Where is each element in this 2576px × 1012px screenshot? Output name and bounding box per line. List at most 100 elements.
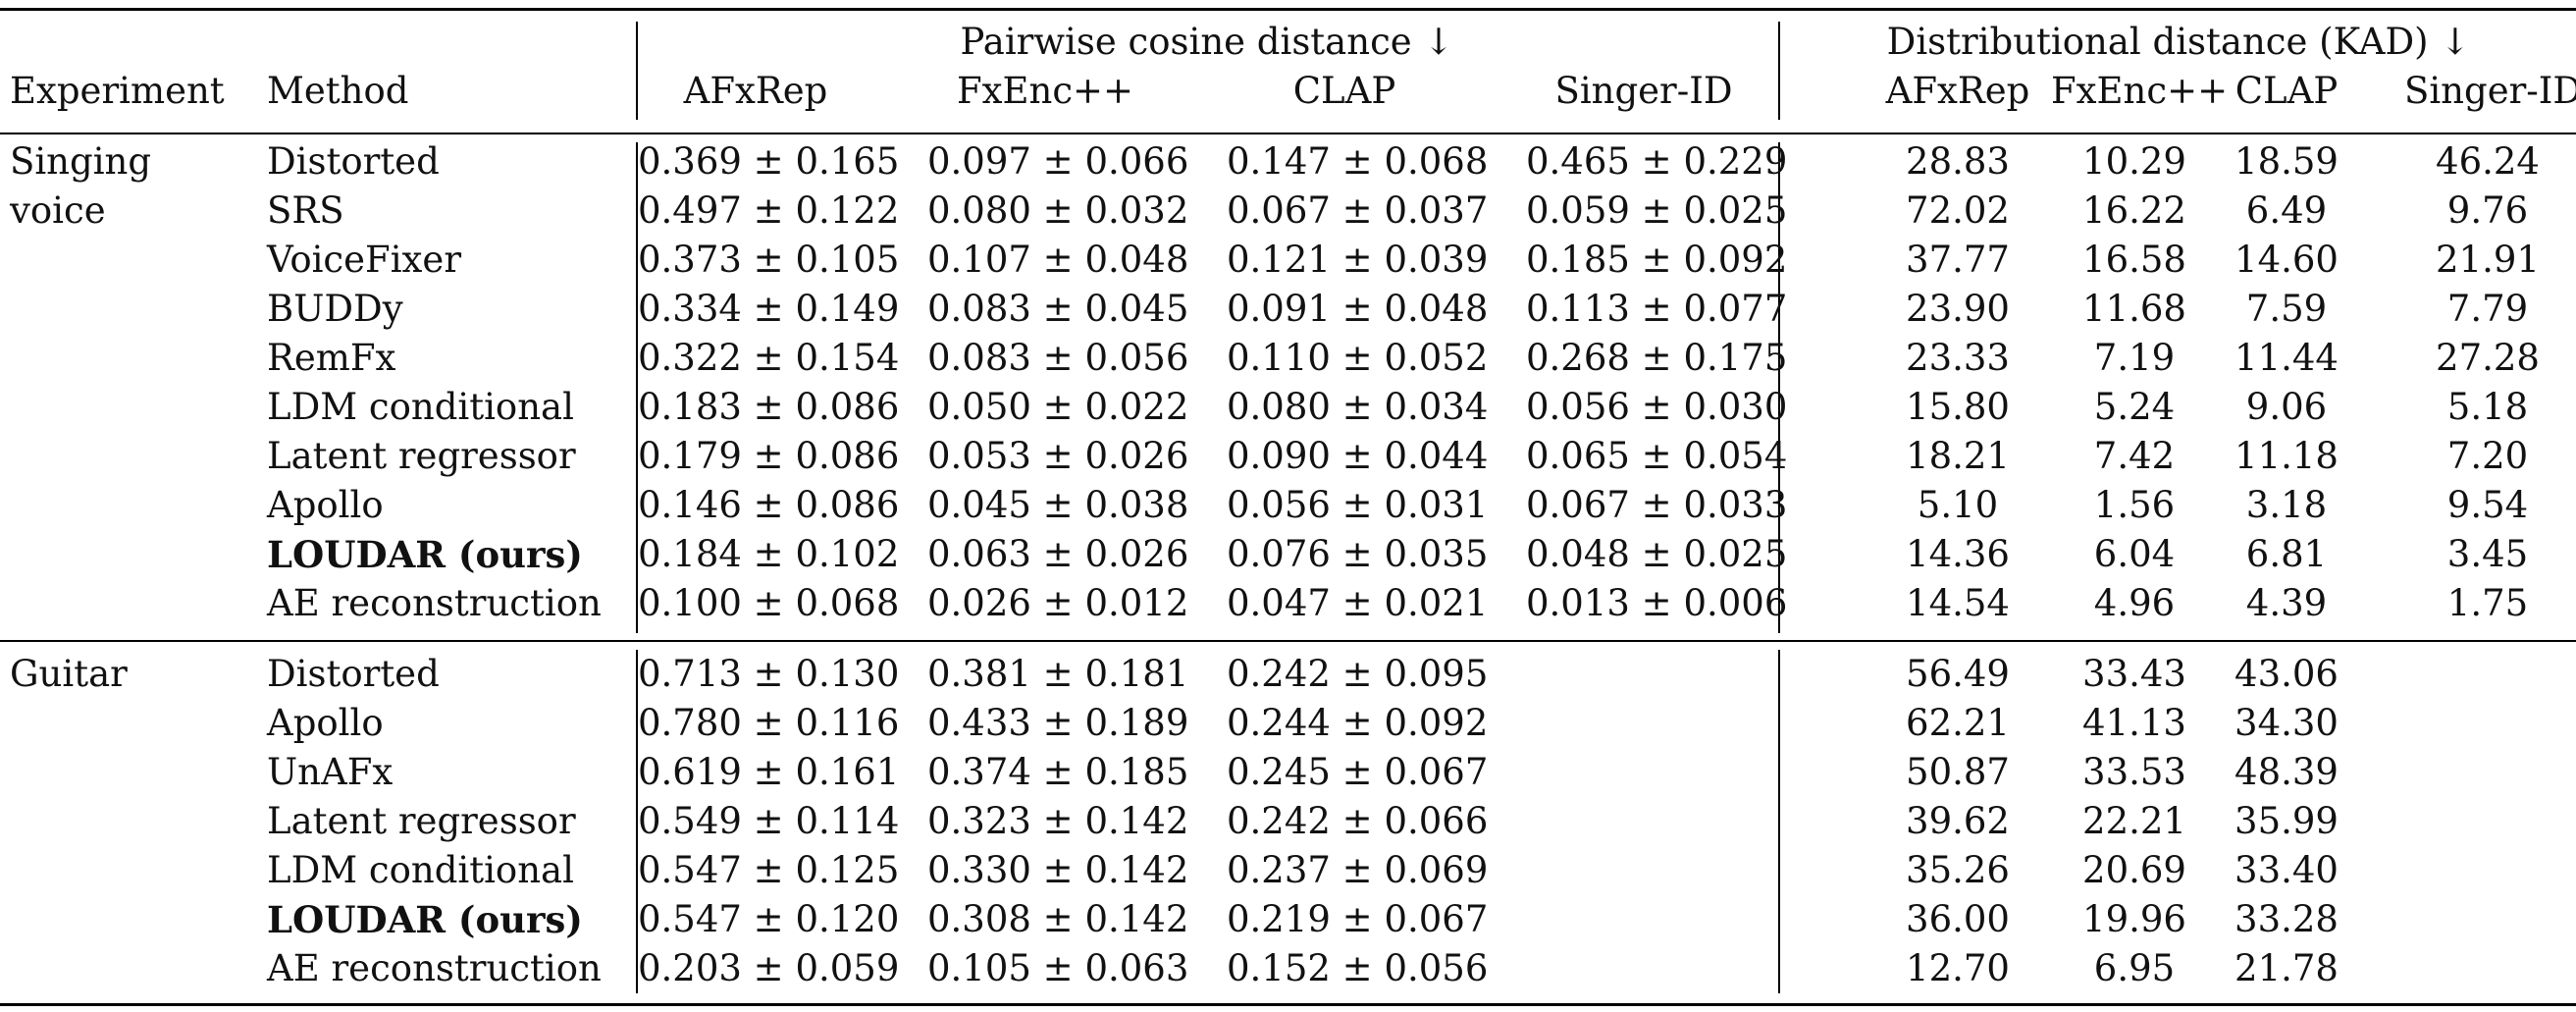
value-cell: 9.76 [2446,189,2529,232]
value-cell: 0.185 ± 0.092 [1526,239,1788,281]
value-cell: 0.381 ± 0.181 [927,653,1189,695]
method-cell: LOUDAR (ours) [267,898,583,941]
value-cell: 48.39 [2234,751,2339,793]
bottom-rule [0,1003,2576,1006]
value-cell: 0.619 ± 0.161 [638,751,900,793]
value-cell: 6.81 [2245,533,2328,575]
value-cell: 7.59 [2245,288,2328,330]
method-cell: Latent regressor [267,800,576,842]
value-cell: 0.110 ± 0.052 [1227,337,1489,379]
value-cell: 0.048 ± 0.025 [1526,533,1788,575]
value-cell: 18.21 [1906,435,2010,477]
value-cell: 0.097 ± 0.066 [927,140,1189,183]
value-cell: 27.28 [2436,337,2540,379]
experiment-label: Singing [10,140,152,183]
value-cell: 4.96 [2093,582,2176,624]
method-cell: LDM conditional [267,849,574,891]
value-cell: 0.497 ± 0.122 [638,189,900,232]
value-cell: 0.268 ± 0.175 [1526,337,1788,379]
value-cell: 0.090 ± 0.044 [1227,435,1489,477]
value-cell: 33.43 [2082,653,2186,695]
value-cell: 12.70 [1906,947,2010,989]
value-cell: 62.21 [1906,702,2010,744]
divider-pairwise-kad-guitar [1778,650,1780,993]
value-cell: 5.24 [2093,386,2176,428]
value-cell: 11.18 [2234,435,2339,477]
value-cell: 23.33 [1906,337,2010,379]
value-cell: 0.330 ± 0.142 [927,849,1189,891]
value-cell: 0.713 ± 0.130 [638,653,900,695]
value-cell: 14.60 [2234,239,2339,281]
value-cell: 0.374 ± 0.185 [927,751,1189,793]
method-cell: AE reconstruction [267,582,602,624]
value-cell: 0.083 ± 0.045 [927,288,1189,330]
value-cell: 3.45 [2446,533,2529,575]
top-rule [0,8,2576,11]
method-cell: VoiceFixer [267,239,462,281]
col-header-metric: AFxRep [1885,70,2030,112]
value-cell: 0.184 ± 0.102 [638,533,900,575]
value-cell: 7.19 [2093,337,2176,379]
divider-pairwise-kad-voice [1778,142,1780,633]
value-cell: 0.547 ± 0.120 [638,898,900,940]
value-cell: 9.54 [2446,484,2529,526]
col-header-metric: FxEnc++ [2051,70,2229,112]
value-cell: 37.77 [1906,239,2010,281]
value-cell: 3.18 [2245,484,2328,526]
divider-method-metrics-voice [636,142,638,633]
group-header-kad: Distributional distance (KAD) ↓ [1886,21,2471,63]
value-cell: 0.100 ± 0.068 [638,582,900,624]
method-cell: Latent regressor [267,435,576,477]
value-cell: 0.105 ± 0.063 [927,947,1189,989]
value-cell: 11.68 [2082,288,2186,330]
value-cell: 15.80 [1906,386,2010,428]
value-cell: 0.322 ± 0.154 [638,337,900,379]
value-cell: 0.245 ± 0.067 [1227,751,1489,793]
value-cell: 0.045 ± 0.038 [927,484,1189,526]
value-cell: 0.323 ± 0.142 [927,800,1189,842]
value-cell: 0.146 ± 0.086 [638,484,900,526]
value-cell: 9.06 [2245,386,2328,428]
value-cell: 0.107 ± 0.048 [927,239,1189,281]
header-rule [0,133,2576,134]
value-cell: 0.334 ± 0.149 [638,288,900,330]
value-cell: 22.21 [2082,800,2186,842]
value-cell: 0.237 ± 0.069 [1227,849,1489,891]
method-cell: UnAFx [267,751,394,793]
value-cell: 10.29 [2082,140,2186,183]
value-cell: 0.152 ± 0.056 [1227,947,1489,989]
value-cell: 0.242 ± 0.066 [1227,800,1489,842]
value-cell: 0.179 ± 0.086 [638,435,900,477]
value-cell: 0.219 ± 0.067 [1227,898,1489,940]
value-cell: 0.113 ± 0.077 [1526,288,1788,330]
value-cell: 7.20 [2446,435,2529,477]
method-cell: LDM conditional [267,386,574,428]
value-cell: 0.203 ± 0.059 [638,947,900,989]
col-header-metric: FxEnc++ [956,70,1134,112]
value-cell: 36.00 [1906,898,2010,940]
method-cell: Distorted [267,653,440,695]
value-cell: 18.59 [2234,140,2339,183]
value-cell: 1.75 [2446,582,2529,624]
method-cell: Apollo [267,484,384,526]
divider-method-metrics-guitar [636,650,638,993]
value-cell: 5.10 [1917,484,1999,526]
value-cell: 0.013 ± 0.006 [1526,582,1788,624]
value-cell: 0.121 ± 0.039 [1227,239,1489,281]
col-header-metric: AFxRep [683,70,828,112]
value-cell: 16.22 [2082,189,2186,232]
value-cell: 0.083 ± 0.056 [927,337,1189,379]
value-cell: 33.40 [2234,849,2339,891]
value-cell: 0.059 ± 0.025 [1526,189,1788,232]
value-cell: 0.465 ± 0.229 [1526,140,1788,183]
value-cell: 19.96 [2082,898,2186,940]
value-cell: 0.080 ± 0.034 [1227,386,1489,428]
value-cell: 33.28 [2234,898,2339,940]
col-header-metric: CLAP [1292,70,1396,112]
value-cell: 72.02 [1906,189,2010,232]
value-cell: 0.369 ± 0.165 [638,140,900,183]
value-cell: 6.04 [2093,533,2176,575]
value-cell: 0.067 ± 0.033 [1526,484,1788,526]
value-cell: 0.050 ± 0.022 [927,386,1189,428]
value-cell: 21.78 [2234,947,2339,989]
